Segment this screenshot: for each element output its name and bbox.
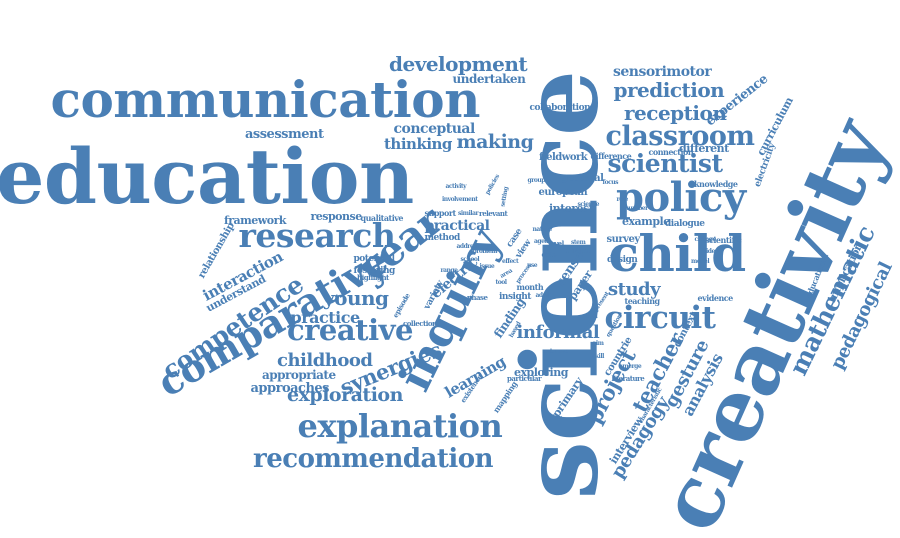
- word-dialogue-62: dialogue: [665, 218, 705, 229]
- word-prediction-19: prediction: [613, 78, 725, 102]
- word-teaching-90: teaching: [624, 296, 661, 306]
- word-study-33: study: [608, 279, 661, 300]
- word-design-64: design: [607, 254, 638, 265]
- word-development-18: development: [389, 52, 528, 76]
- word-method-70: method: [424, 232, 461, 243]
- word-gestural-82: gestural: [561, 173, 604, 184]
- word-range-104: range: [440, 267, 458, 274]
- word-assessment-41: assessment: [245, 126, 324, 142]
- word-collaboration-67: collaboration: [529, 102, 591, 113]
- word-practical-52: practical: [424, 218, 490, 234]
- word-young-23: young: [323, 286, 389, 310]
- word-focus-127: focus: [602, 179, 619, 186]
- word-aged-105: aged: [534, 238, 549, 245]
- word-qualitative-72: qualitative: [360, 213, 404, 223]
- word-issue-117: issue: [479, 263, 495, 270]
- word-framework-54: framework: [224, 213, 287, 227]
- word-pupil-124: pupil: [582, 313, 598, 320]
- word-problem-122: problem: [472, 248, 498, 255]
- word-idea-135: idea: [706, 248, 719, 255]
- word-nature-106: nature: [532, 226, 553, 233]
- word-adult-115: adult: [535, 292, 552, 299]
- word-aim-126: aim: [592, 340, 605, 347]
- word-emerge-112: emerge: [619, 363, 642, 370]
- word-fostering-69: fostering: [353, 265, 396, 276]
- word-potential-68: potential: [353, 253, 396, 264]
- word-practice-25: practice: [290, 308, 361, 327]
- word-explanation-14: explanation: [297, 407, 503, 445]
- word-classroom-10: classroom: [605, 120, 755, 152]
- word-collection-87: collection: [403, 318, 437, 328]
- word-skill-133: skill: [592, 353, 604, 360]
- word-policy-7: policy: [616, 174, 746, 221]
- word-making-34: making: [456, 130, 534, 153]
- word-change-134: change: [694, 236, 717, 243]
- word-recommendation-15: recommendation: [253, 444, 494, 474]
- word-childhood-24: childhood: [277, 350, 373, 371]
- word-particular-89: particular: [507, 373, 542, 383]
- word-number-111: number: [624, 205, 649, 212]
- word-school-130: school: [460, 256, 480, 263]
- word-science-131: science: [577, 201, 600, 208]
- word-example-61: example: [622, 214, 670, 228]
- word-sensorimotor-38: sensorimotor: [613, 64, 712, 80]
- word-phase-98: phase: [467, 292, 488, 302]
- word-effect-114: effect: [502, 258, 519, 265]
- word-insight-79: insight: [499, 291, 531, 302]
- word-informal-32: informal: [516, 322, 600, 343]
- word-stem-101: stem: [571, 239, 586, 246]
- word-creative-12: creative: [287, 312, 413, 347]
- word-reception-20: reception: [624, 101, 727, 125]
- word-education-2: education: [0, 132, 414, 221]
- word-different-65: different: [679, 141, 729, 155]
- word-child-6: child: [608, 224, 747, 283]
- word-exploring-46: exploring: [514, 365, 568, 379]
- word-highlight-95: highlight: [357, 272, 389, 282]
- word-relevant-86: relevant: [479, 208, 508, 218]
- word-outcome-125: outcome: [542, 348, 569, 355]
- word-model-136: model: [691, 258, 710, 265]
- word-exploration-22: exploration: [287, 383, 403, 406]
- word-month-80: month: [516, 282, 544, 292]
- word-shape-81: shape: [566, 245, 590, 255]
- word-communication-3: communication: [50, 70, 481, 129]
- word-circuit-16: circuit: [604, 299, 717, 336]
- word-connection-66: connection: [648, 147, 694, 157]
- word-difference-85: difference: [590, 151, 632, 161]
- word-literature-88: literature: [611, 373, 645, 383]
- word-approaches-44: approaches: [250, 380, 330, 396]
- word-activity-132: activity: [445, 183, 467, 190]
- word-use-118: use: [527, 262, 538, 269]
- word-level-99: level: [548, 238, 564, 248]
- word-research-9: research: [238, 215, 396, 255]
- word-response-53: response: [310, 209, 363, 223]
- word-knowledge-83: knowledge: [694, 179, 738, 189]
- word-role-128: role: [616, 196, 629, 203]
- word-interest-50: interest: [549, 201, 594, 215]
- word-european-51: european: [538, 187, 588, 198]
- word-group-129: group: [527, 177, 546, 184]
- word-scientific-93: scientific: [705, 235, 742, 245]
- word-conceptual-36: conceptual: [393, 121, 476, 137]
- word-similar-107: similar: [458, 210, 479, 217]
- word-appropriate-43: appropriate: [262, 368, 336, 382]
- word-involvement-120: involvement: [442, 196, 478, 203]
- word-scientist-11: scientist: [607, 148, 724, 178]
- word-fieldwork-57: fieldwork: [539, 152, 588, 163]
- word-evidence-77: evidence: [697, 293, 734, 303]
- word-tool-103: tool: [495, 279, 508, 286]
- word-undertaken-42: undertaken: [452, 72, 526, 86]
- word-support-71: support: [424, 208, 457, 218]
- word-data-100: data: [541, 249, 558, 259]
- word-survey-63: survey: [606, 234, 641, 245]
- word-thinking-35: thinking: [384, 134, 452, 153]
- word-address-121: address: [456, 243, 480, 250]
